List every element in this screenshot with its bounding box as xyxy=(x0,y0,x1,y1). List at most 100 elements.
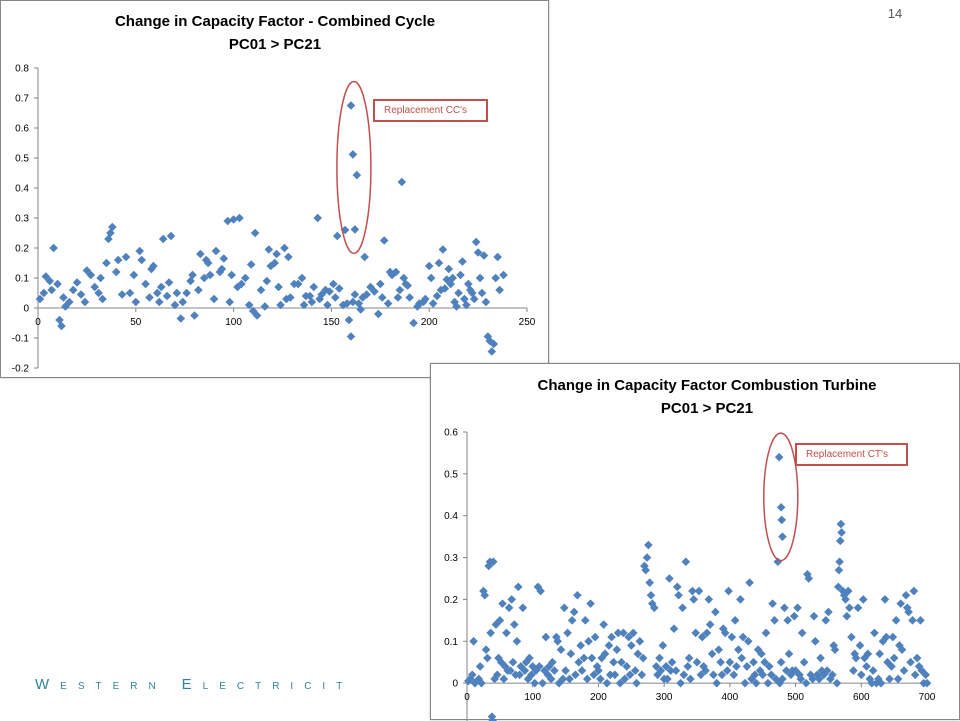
data-point xyxy=(335,284,344,293)
data-point xyxy=(686,675,695,684)
data-point xyxy=(96,274,105,283)
data-point xyxy=(47,286,56,295)
data-point xyxy=(627,641,636,650)
data-point xyxy=(676,679,685,688)
slide-number: 14 xyxy=(880,6,910,21)
data-point xyxy=(611,670,620,679)
data-point xyxy=(672,666,681,675)
data-point xyxy=(263,277,272,286)
x-tick-label: 200 xyxy=(421,317,438,328)
data-point xyxy=(500,675,509,684)
data-point xyxy=(659,641,668,650)
data-point xyxy=(274,283,283,292)
data-point xyxy=(811,637,820,646)
data-point xyxy=(491,274,500,283)
data-point xyxy=(561,666,570,675)
data-point xyxy=(603,679,612,688)
data-point xyxy=(476,274,485,283)
data-point xyxy=(257,286,266,295)
data-point xyxy=(674,591,683,600)
data-point xyxy=(229,215,238,224)
data-point xyxy=(682,557,691,566)
combined-cycle-chart: Change in Capacity Factor - Combined Cyc… xyxy=(0,0,549,378)
x-tick-label: 300 xyxy=(656,692,673,703)
data-point xyxy=(774,557,783,566)
data-point xyxy=(502,629,511,638)
data-point xyxy=(680,670,689,679)
data-point xyxy=(576,641,585,650)
data-point xyxy=(69,286,78,295)
data-point xyxy=(691,629,700,638)
data-point xyxy=(478,289,487,298)
y-tick-label: -0.2 xyxy=(12,364,30,375)
data-point xyxy=(793,604,802,613)
data-point xyxy=(333,232,342,241)
data-point xyxy=(910,587,919,596)
data-point xyxy=(360,253,369,262)
data-point xyxy=(141,280,150,289)
x-tick-label: 700 xyxy=(919,692,936,703)
data-point xyxy=(689,595,698,604)
replacement-cc-callout: Replacement CC's xyxy=(373,99,488,122)
data-point xyxy=(900,666,909,675)
data-point xyxy=(349,298,358,307)
y-tick-label: 0.8 xyxy=(15,64,29,75)
data-point xyxy=(482,645,491,654)
data-point xyxy=(737,654,746,663)
data-point xyxy=(780,604,789,613)
data-point xyxy=(495,286,504,295)
data-point xyxy=(507,595,516,604)
data-point xyxy=(581,616,590,625)
data-point xyxy=(178,298,187,307)
data-point xyxy=(916,616,925,625)
data-point xyxy=(726,658,735,667)
data-point xyxy=(708,650,717,659)
data-point xyxy=(396,286,405,295)
data-point xyxy=(837,520,846,529)
data-point xyxy=(913,654,922,663)
data-point xyxy=(709,670,718,679)
data-point xyxy=(816,654,825,663)
data-point xyxy=(493,253,502,262)
data-point xyxy=(112,268,121,277)
x-tick-label: 200 xyxy=(590,692,607,703)
data-point xyxy=(732,662,741,671)
data-point xyxy=(665,574,674,583)
data-point xyxy=(384,299,393,308)
data-point xyxy=(768,599,777,608)
data-point xyxy=(309,283,318,292)
x-tick-label: 0 xyxy=(464,692,470,703)
data-point xyxy=(163,292,172,301)
data-point xyxy=(159,235,168,244)
data-point xyxy=(351,290,360,299)
data-point xyxy=(194,286,203,295)
data-point xyxy=(563,629,572,638)
highlight-ellipse xyxy=(764,433,798,561)
data-point xyxy=(881,595,890,604)
data-point xyxy=(906,658,915,667)
data-point xyxy=(132,298,141,307)
x-tick-label: 500 xyxy=(787,692,804,703)
data-point xyxy=(706,620,715,629)
data-point xyxy=(347,332,356,341)
data-point xyxy=(599,620,608,629)
data-point xyxy=(716,658,725,667)
data-point xyxy=(130,271,139,280)
data-point xyxy=(137,256,146,265)
data-point xyxy=(728,633,737,642)
data-point xyxy=(836,537,845,546)
data-point xyxy=(173,289,182,298)
data-point xyxy=(783,616,792,625)
data-point xyxy=(770,616,779,625)
data-point xyxy=(636,637,645,646)
data-point xyxy=(645,578,654,587)
data-point xyxy=(380,236,389,245)
data-point xyxy=(280,244,289,253)
data-point xyxy=(911,670,920,679)
combustion-turbine-chart: Change in Capacity Factor Combustion Tur… xyxy=(430,363,960,720)
data-point xyxy=(583,675,592,684)
data-point xyxy=(454,289,463,298)
y-tick-label: 0.5 xyxy=(444,469,458,480)
data-point xyxy=(439,245,448,254)
x-tick-label: 150 xyxy=(323,317,340,328)
